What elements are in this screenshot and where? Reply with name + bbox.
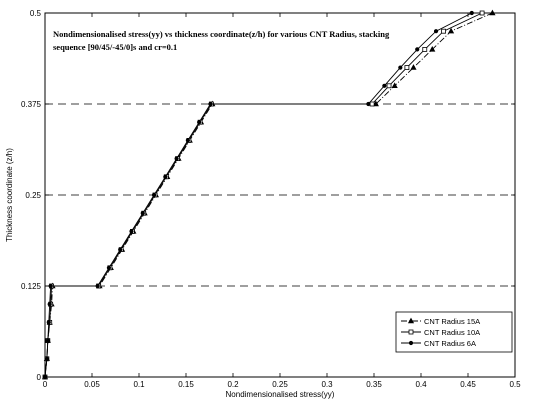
data-point: [372, 100, 379, 107]
data-point: [95, 283, 100, 289]
data-point: [366, 101, 371, 107]
data-point: [47, 302, 52, 307]
data-point: [151, 192, 157, 198]
data-point: [129, 229, 134, 234]
x-tick-label: 0.45: [460, 380, 476, 389]
data-point: [386, 83, 392, 89]
x-tick-label: 0.15: [178, 380, 194, 389]
x-tick-label: 0.1: [133, 380, 145, 389]
legend-marker: [407, 317, 415, 324]
data-point: [44, 356, 49, 361]
data-point: [404, 65, 410, 70]
x-tick-label: 0.05: [84, 380, 100, 389]
data-point: [48, 283, 53, 289]
x-tick-label: 0.35: [366, 380, 382, 389]
data-point: [398, 65, 403, 70]
data-point: [422, 47, 428, 52]
legend: CNT Radius 15A CNT Radius 10A CNT Radius 6…: [395, 311, 513, 353]
data-point: [369, 101, 375, 107]
data-point: [415, 47, 420, 52]
chart-title-line-1: Nondimensionalised stress(yy) vs thickne…: [53, 29, 390, 39]
x-tick-label: 0: [43, 380, 48, 389]
x-tick-label: 0.25: [272, 380, 288, 389]
y-tick-label: 0.25: [25, 191, 41, 200]
data-point: [441, 28, 446, 34]
chart-title-line-2: sequence [90/45/-45/0]s and cr=0.1: [53, 42, 177, 52]
data-point: [45, 338, 50, 343]
y-tick-label: 0.125: [21, 282, 42, 291]
ticks-layer: 0 0.05 0.1 0.15 0.2 0.25 0.3 0.35 0.4 0.45 0.5 0 0.1…: [21, 9, 521, 389]
data-point: [433, 29, 439, 34]
x-tick-label: 0.3: [321, 380, 333, 389]
y-tick-label: 0.375: [21, 100, 42, 109]
data-point: [163, 174, 168, 179]
data-point: [391, 82, 398, 88]
data-point: [46, 320, 51, 325]
data-point: [118, 247, 123, 252]
x-tick-label: 0.4: [415, 380, 427, 389]
data-point: [410, 64, 417, 70]
legend-marker: [408, 340, 414, 346]
data-point: [197, 120, 202, 125]
data-point: [208, 101, 213, 107]
data-point: [469, 10, 474, 16]
x-tick-label: 0.2: [227, 380, 239, 389]
data-point: [140, 211, 145, 216]
legend-label: CNT Radius 15A: [424, 317, 480, 326]
y-axis-title: Thickness coordinate (z/h): [5, 148, 14, 242]
x-axis-title: Nondimensionalised stress(yy): [226, 390, 335, 399]
data-point: [174, 156, 179, 161]
series-layer: [41, 9, 496, 380]
data-point: [185, 138, 190, 143]
y-tick-label: 0.5: [30, 9, 42, 18]
data-point: [382, 83, 387, 88]
data-point: [489, 9, 496, 16]
legend-label: CNT Radius 6A: [424, 339, 476, 348]
legend-label: CNT Radius 10A: [424, 328, 480, 337]
data-point: [429, 45, 436, 52]
x-tick-label: 0.5: [509, 380, 521, 389]
legend-marker: [408, 329, 414, 335]
data-point: [106, 265, 112, 270]
data-point: [479, 10, 485, 16]
data-point: [448, 27, 455, 34]
series-circle: [42, 10, 474, 380]
y-tick-label: 0: [37, 373, 42, 382]
